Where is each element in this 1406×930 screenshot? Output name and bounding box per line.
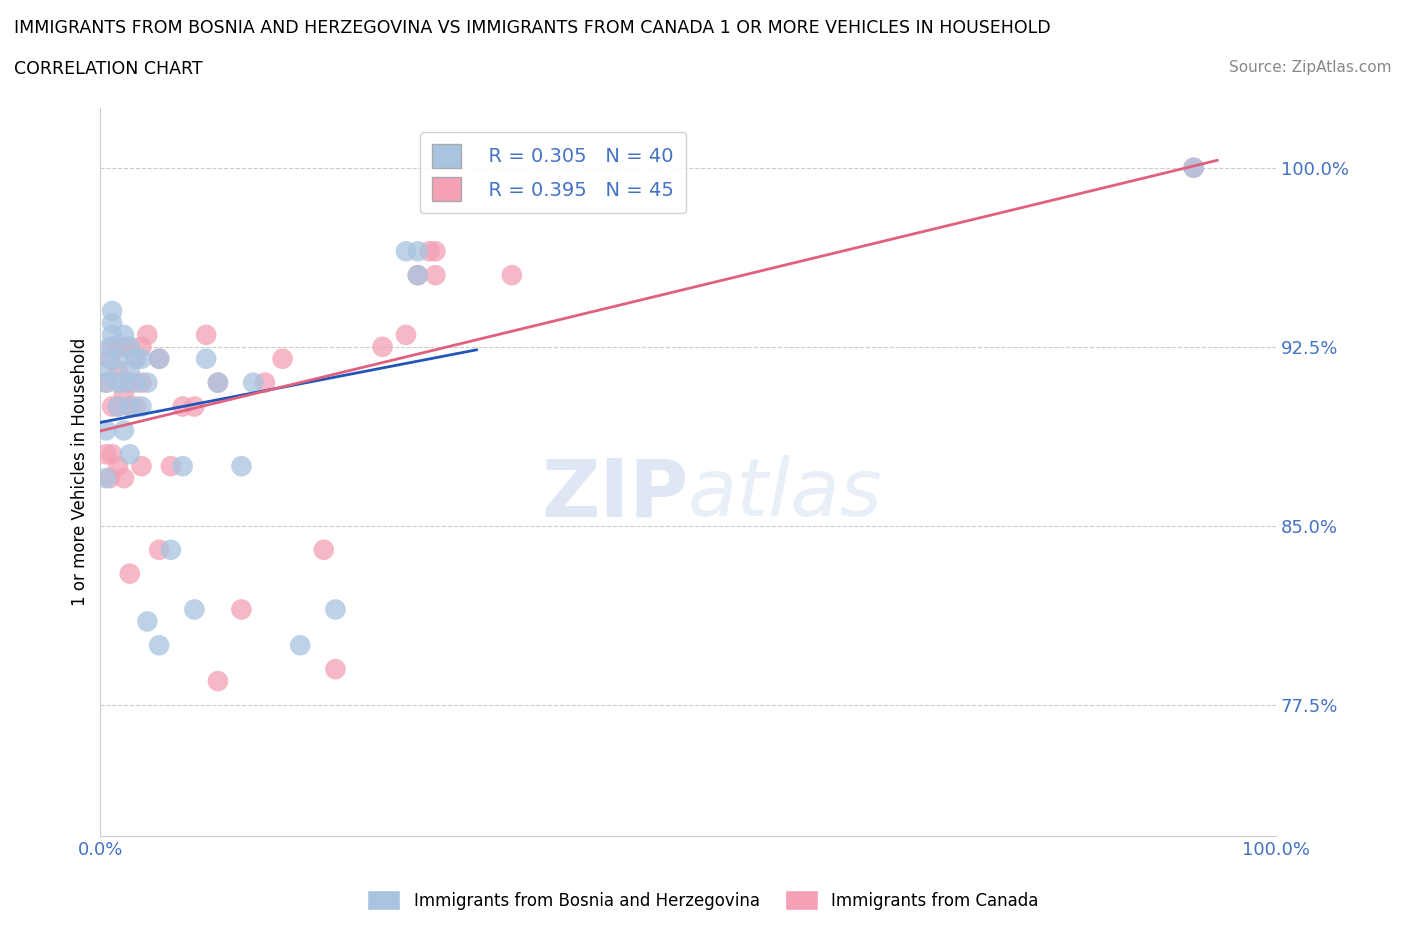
Point [96,364,118,379]
Point [107,339,129,354]
Point [124,352,146,366]
Point [172,399,194,414]
Point [207,375,229,390]
Point [418,244,440,259]
Point [107,399,129,414]
Text: IMMIGRANTS FROM BOSNIA AND HERZEGOVINA VS IMMIGRANTS FROM CANADA 1 OR MORE VEHIC: IMMIGRANTS FROM BOSNIA AND HERZEGOVINA V… [14,19,1050,36]
Point [425,244,447,259]
Point [118,566,141,581]
Point [96,375,118,390]
Point [124,375,146,390]
Point [131,339,153,354]
Point [98,352,121,366]
Point [312,542,335,557]
Point [118,399,141,414]
Point [101,399,124,414]
Point [406,268,429,283]
Text: Source: ZipAtlas.com: Source: ZipAtlas.com [1229,60,1392,75]
Point [124,352,146,366]
Point [425,268,447,283]
Point [131,375,153,390]
Point [231,458,253,473]
Point [107,399,129,414]
Point [290,638,312,653]
Point [112,339,135,354]
Point [131,399,153,414]
Point [112,423,135,438]
Point [118,375,141,390]
Point [112,387,135,402]
Point [96,446,118,461]
Point [118,339,141,354]
Point [136,375,159,390]
Point [271,352,294,366]
Point [242,375,264,390]
Point [160,542,183,557]
Point [207,673,229,688]
Point [148,352,170,366]
Point [148,638,170,653]
Point [183,602,205,617]
Point [195,352,218,366]
Point [118,339,141,354]
Point [231,602,253,617]
Point [136,614,159,629]
Point [148,542,170,557]
Point [96,375,118,390]
Point [98,352,121,366]
Point [131,458,153,473]
Point [148,352,170,366]
Point [98,339,121,354]
Point [101,327,124,342]
Point [131,352,153,366]
Point [118,446,141,461]
Legend: Immigrants from Bosnia and Herzegovina, Immigrants from Canada: Immigrants from Bosnia and Herzegovina, … [360,884,1046,917]
Point [101,315,124,330]
Point [118,364,141,379]
Point [96,471,118,485]
Point [101,339,124,354]
Point [112,471,135,485]
Point [107,352,129,366]
Point [207,375,229,390]
Y-axis label: 1 or more Vehicles in Household: 1 or more Vehicles in Household [72,338,89,606]
Point [107,364,129,379]
Point [101,303,124,318]
Point [253,375,276,390]
Point [101,446,124,461]
Point [124,399,146,414]
Point [1182,160,1205,175]
Point [160,458,183,473]
Point [118,399,141,414]
Point [96,423,118,438]
Point [325,602,347,617]
Text: atlas: atlas [688,455,883,533]
Point [172,458,194,473]
Point [325,662,347,677]
Point [107,458,129,473]
Point [195,327,218,342]
Point [395,244,418,259]
Point [112,327,135,342]
Point [98,471,121,485]
Point [501,268,523,283]
Point [371,339,394,354]
Point [112,375,135,390]
Point [107,375,129,390]
Text: ZIP: ZIP [541,455,688,533]
Legend:   R = 0.305   N = 40,   R = 0.395   N = 45: R = 0.305 N = 40, R = 0.395 N = 45 [420,132,686,213]
Point [395,327,418,342]
Text: CORRELATION CHART: CORRELATION CHART [14,60,202,78]
Point [183,399,205,414]
Point [1182,160,1205,175]
Point [406,268,429,283]
Point [406,244,429,259]
Point [136,327,159,342]
